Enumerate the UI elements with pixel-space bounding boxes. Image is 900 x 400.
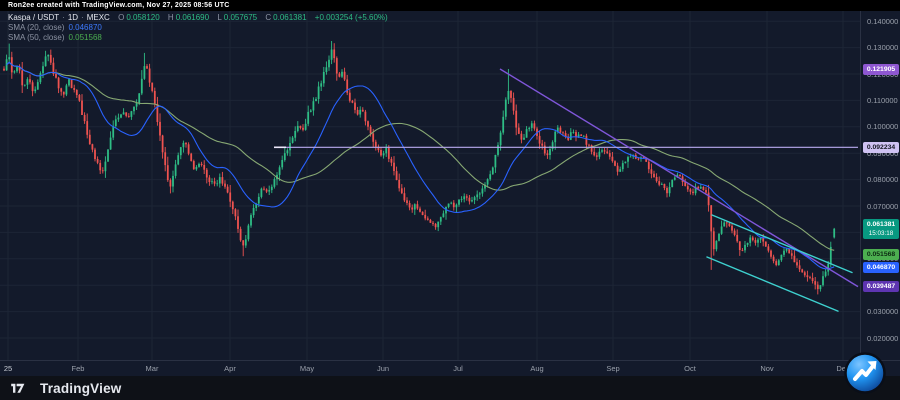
time-tick-Sep: Sep [606, 364, 620, 373]
sma50-label: SMA (50, close) [8, 33, 65, 42]
footer-bar: TradingView [0, 376, 900, 400]
time-tick-Apr: Apr [224, 364, 236, 373]
axis-label-sma20-price: 0.046870 [863, 261, 899, 273]
attribution-text: Ron2ee created with TradingView.com, Nov… [8, 2, 230, 9]
time-tick-Oct: Oct [684, 364, 696, 373]
symbol-row: Kaspa / USDT · 1D · MEXC O 0.058120 H 0.061690… [8, 13, 388, 23]
time-axis[interactable]: 25 Feb Mar Apr May Jun Jul Aug Sep Oct Nov Dec [0, 360, 900, 376]
price-chart-canvas[interactable] [0, 0, 860, 376]
change-value: +0.003254 (+5.60%) [314, 13, 388, 22]
legend-separator: · [62, 13, 65, 22]
price-tick-0.110000: 0.110000 [867, 95, 898, 105]
attribution-bar: Ron2ee created with TradingView.com, Nov… [0, 0, 900, 11]
exchange-name: MEXC [86, 13, 110, 22]
sma20-row[interactable]: SMA (20, close) 0.046870 [8, 23, 388, 33]
price-tick-0.030000: 0.030000 [867, 307, 899, 317]
symbol-name[interactable]: Kaspa / USDT [8, 13, 60, 22]
time-tick-Mar: Mar [145, 364, 159, 373]
axis-label-trendline-start-price: 0.121905 [863, 63, 899, 75]
close-value: 0.061381 [273, 13, 307, 22]
axis-label-sma50-price: 0.051568 [863, 249, 899, 261]
tradingview-wordmark: TradingView [40, 380, 122, 396]
high-value: 0.061690 [175, 13, 210, 22]
axis-label-last-price: 0.061381 15:03:18 [863, 219, 899, 240]
open-value: 0.058120 [126, 13, 160, 22]
high-label: H [167, 13, 174, 22]
sma-50-line[interactable] [6, 61, 835, 251]
legend-separator: · [81, 13, 84, 22]
candlestick-series [3, 41, 836, 295]
sma50-value: 0.051568 [68, 33, 102, 42]
price-tick-0.140000: 0.140000 [867, 16, 899, 26]
open-label: O [118, 13, 125, 22]
close-label: C [265, 13, 272, 22]
time-tick-Jun: Jun [376, 364, 390, 373]
sma20-label: SMA (20, close) [8, 23, 65, 32]
price-tick-0.070000: 0.070000 [867, 201, 899, 211]
axis-label-trendline-end-price: 0.039487 [863, 281, 899, 293]
axis-label-horizontal-line-price: 0.092234 [863, 141, 899, 153]
chart-arrow-badge-icon [843, 351, 887, 395]
time-tick-Nov: Nov [760, 364, 774, 373]
price-tick-0.080000: 0.080000 [867, 175, 899, 185]
price-tick-0.090000: 0.090000 [867, 148, 899, 158]
channel-upper-line[interactable] [711, 214, 853, 274]
time-tick-Dec: Dec [836, 364, 850, 373]
time-tick-Aug: Aug [530, 364, 544, 373]
price-tick-0.130000: 0.130000 [867, 43, 899, 53]
price-tick-0.020000: 0.020000 [867, 333, 899, 343]
descending-trendline[interactable] [499, 68, 859, 288]
interval-value[interactable]: 1D [67, 13, 79, 22]
time-tick-May: May [299, 364, 315, 373]
low-label: L [217, 13, 222, 22]
sma50-row[interactable]: SMA (50, close) 0.051568 [8, 33, 388, 43]
price-tick-0.100000: 0.100000 [867, 122, 899, 132]
price-axis[interactable]: 0.1400000.1300000.1200000.1100000.100000… [860, 11, 900, 360]
sma-20-line[interactable] [6, 61, 835, 270]
chart-legend: Kaspa / USDT · 1D · MEXC O 0.058120 H 0.061690… [8, 13, 388, 43]
sma20-value: 0.046870 [68, 23, 102, 32]
channel-lower-line[interactable] [706, 256, 839, 312]
time-tick-25: 25 [3, 364, 13, 373]
tradingview-logo-icon [10, 381, 34, 395]
low-value: 0.057675 [223, 13, 258, 22]
time-tick-Jul: Jul [453, 364, 463, 373]
time-tick-Feb: Feb [71, 364, 85, 373]
grid [0, 11, 860, 360]
